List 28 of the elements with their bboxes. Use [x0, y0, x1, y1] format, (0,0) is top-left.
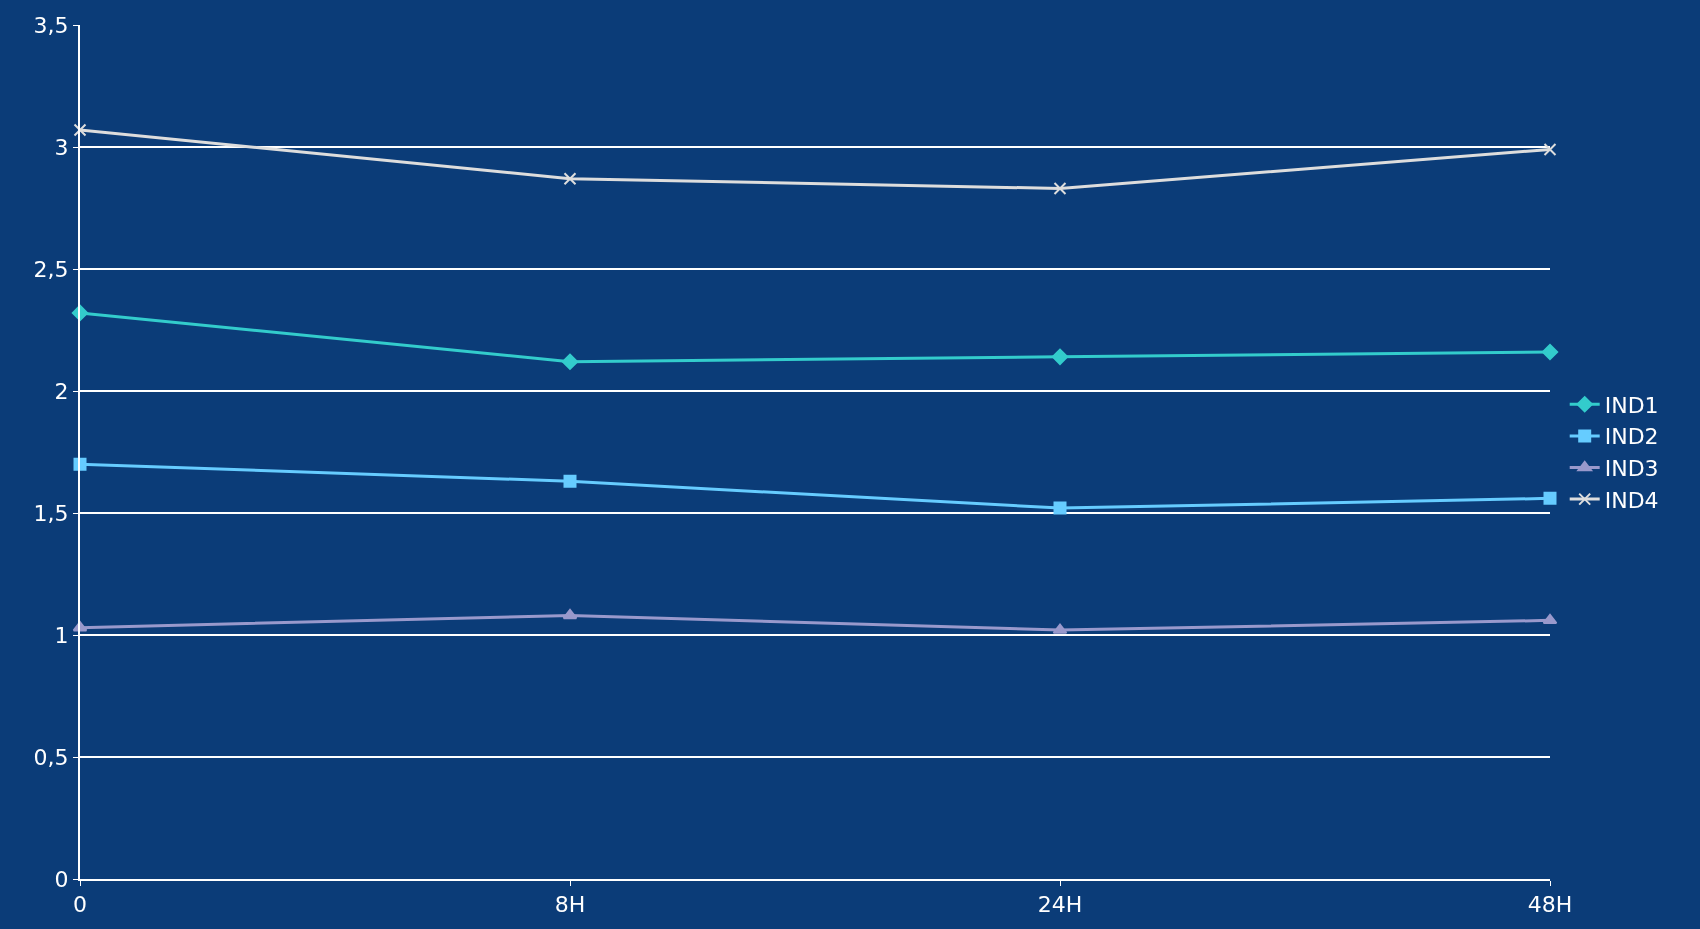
legend-label: IND4 [1604, 487, 1659, 513]
point [562, 608, 578, 620]
x-tick-label: 24H [1037, 892, 1083, 918]
point [1053, 501, 1067, 515]
point [1543, 491, 1557, 505]
x-tick-label: 8H [554, 892, 586, 918]
legend-label: IND1 [1604, 392, 1659, 418]
y-tick-label: 2 [54, 378, 69, 404]
point [561, 353, 579, 370]
point [1542, 613, 1558, 625]
x-tick-label: 48H [1527, 892, 1573, 918]
y-tick-label: 3 [54, 134, 69, 160]
y-tick-label: 3,5 [33, 12, 69, 38]
point [563, 474, 577, 488]
point [1543, 142, 1557, 156]
y-tick-label: 2,5 [33, 256, 69, 282]
legend-label: IND2 [1604, 424, 1659, 450]
y-tick-label: 0 [54, 866, 69, 892]
point [1053, 181, 1067, 195]
legend-label: IND3 [1604, 456, 1659, 482]
y-tick-label: 0,5 [33, 744, 69, 770]
point [1051, 348, 1069, 365]
point [73, 123, 87, 137]
y-tick-label: 1 [54, 622, 69, 648]
point [563, 172, 577, 186]
y-tick-label: 1,5 [33, 500, 69, 526]
point [1541, 343, 1559, 361]
x-tick-label: 0 [73, 892, 87, 918]
